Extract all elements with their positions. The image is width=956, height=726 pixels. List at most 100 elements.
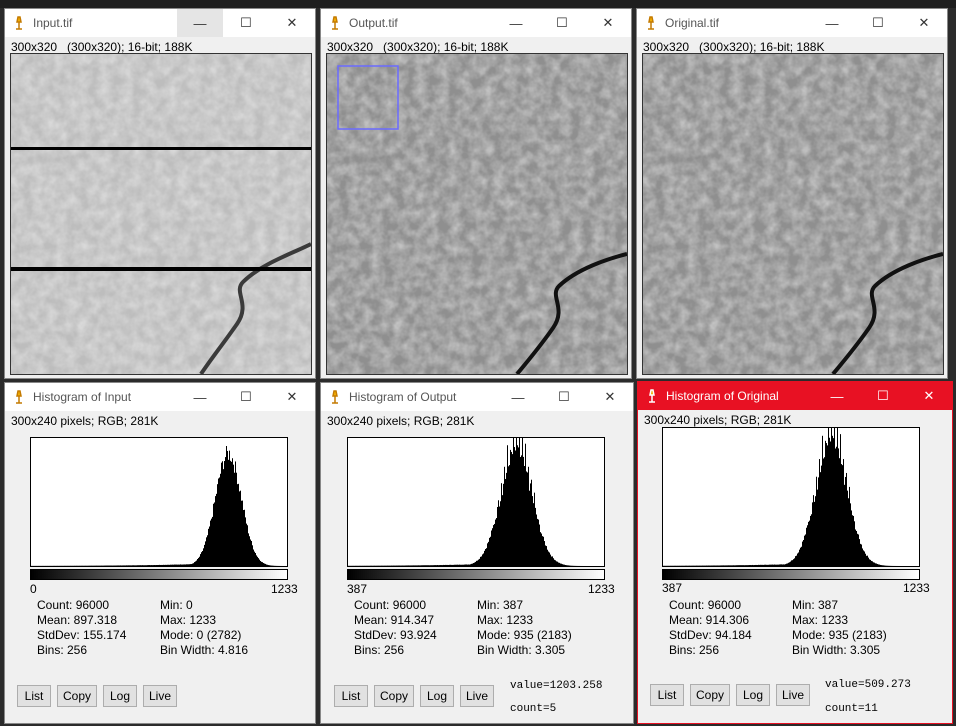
list-button[interactable]: List bbox=[650, 684, 684, 706]
list-button[interactable]: List bbox=[334, 685, 368, 707]
title-bar[interactable]: Histogram of Output — ☐ ✕ bbox=[321, 383, 633, 411]
input-image-window[interactable]: Input.tif — ☐ ✕ 300x320 (300x320); 16-bi… bbox=[4, 8, 316, 379]
histogram-bar bbox=[859, 539, 860, 566]
histogram-bar bbox=[513, 438, 514, 566]
minimize-button[interactable]: — bbox=[509, 15, 523, 31]
original-image-canvas[interactable] bbox=[642, 53, 944, 375]
histogram-bar bbox=[825, 440, 826, 566]
histogram-bar bbox=[842, 465, 843, 566]
histogram-bar bbox=[266, 564, 267, 566]
minimize-button[interactable]: — bbox=[193, 389, 207, 405]
histogram-original-window[interactable]: Histogram of Original — ☐ ✕ 300x240 pixe… bbox=[637, 381, 953, 724]
window-title: Original.tif bbox=[665, 16, 720, 30]
histogram-bar bbox=[724, 565, 725, 566]
lut-gradient-bar bbox=[662, 569, 920, 580]
histogram-bar bbox=[518, 447, 519, 566]
histogram-bar bbox=[173, 564, 174, 566]
title-bar[interactable]: Original.tif — ☐ ✕ bbox=[637, 9, 947, 37]
histogram-bar bbox=[792, 560, 793, 566]
histogram-bar bbox=[545, 545, 546, 566]
stddev-stat: StdDev: 94.184 bbox=[669, 628, 752, 642]
maximize-button[interactable]: ☐ bbox=[877, 388, 889, 403]
maximize-button[interactable]: ☐ bbox=[556, 15, 568, 30]
log-button[interactable]: Log bbox=[103, 685, 137, 707]
minimize-button[interactable]: — bbox=[177, 9, 223, 37]
close-button[interactable]: ✕ bbox=[918, 15, 930, 30]
histogram-input-window[interactable]: Histogram of Input — ☐ ✕ 300x240 pixels;… bbox=[4, 382, 316, 724]
histogram-bar bbox=[756, 564, 757, 566]
histogram-bar bbox=[527, 472, 528, 566]
log-button[interactable]: Log bbox=[420, 685, 454, 707]
title-bar[interactable]: Histogram of Input — ☐ ✕ bbox=[5, 383, 315, 411]
histogram-bar bbox=[759, 564, 760, 566]
output-image-canvas[interactable] bbox=[326, 53, 628, 375]
histogram-bar bbox=[187, 564, 188, 566]
histogram-bar bbox=[823, 458, 824, 566]
histogram-bar bbox=[714, 565, 715, 566]
maximize-button[interactable]: ☐ bbox=[558, 389, 570, 404]
histogram-bar bbox=[790, 561, 791, 566]
histogram-bar bbox=[198, 557, 199, 566]
histogram-bar bbox=[415, 565, 416, 566]
histogram-bar bbox=[805, 534, 806, 566]
histogram-bar bbox=[839, 458, 840, 566]
minimize-button[interactable]: — bbox=[511, 389, 525, 405]
histogram-bar bbox=[243, 510, 244, 566]
list-button[interactable]: List bbox=[17, 685, 51, 707]
histogram-bar bbox=[193, 563, 194, 566]
histogram-bar bbox=[850, 503, 851, 566]
histogram-bar bbox=[547, 549, 548, 566]
histogram-bar bbox=[451, 564, 452, 566]
close-button[interactable]: ✕ bbox=[923, 388, 935, 403]
title-bar[interactable]: Output.tif — ☐ ✕ bbox=[321, 9, 631, 37]
live-button[interactable]: Live bbox=[460, 685, 494, 707]
histogram-bar bbox=[230, 460, 231, 566]
histogram-output-window[interactable]: Histogram of Output — ☐ ✕ 300x240 pixels… bbox=[320, 382, 634, 724]
stats-left: Count: 96000 Mean: 897.318 StdDev: 155.1… bbox=[37, 598, 126, 658]
histogram-bar bbox=[758, 564, 759, 566]
live-button[interactable]: Live bbox=[776, 684, 810, 706]
title-bar[interactable]: Histogram of Original — ☐ ✕ bbox=[638, 382, 952, 410]
histogram-bar bbox=[754, 565, 755, 566]
log-button[interactable]: Log bbox=[736, 684, 770, 706]
stats-right: Min: 387 Max: 1233 Mode: 935 (2183) Bin … bbox=[792, 598, 887, 658]
maximize-button[interactable]: ☐ bbox=[872, 15, 884, 30]
histogram-bar bbox=[205, 541, 206, 566]
histogram-bar bbox=[494, 523, 495, 566]
minimize-button[interactable]: — bbox=[830, 388, 844, 404]
histogram-bar bbox=[828, 428, 829, 566]
histogram-bar bbox=[543, 536, 544, 566]
histogram-bar bbox=[479, 558, 480, 566]
histogram-bar bbox=[180, 564, 181, 566]
close-button[interactable]: ✕ bbox=[286, 15, 298, 30]
maximize-button[interactable]: ☐ bbox=[240, 15, 252, 30]
copy-button[interactable]: Copy bbox=[57, 685, 97, 707]
histogram-bar bbox=[225, 457, 226, 566]
max-stat: Max: 1233 bbox=[160, 613, 217, 627]
histogram-bar bbox=[846, 472, 847, 566]
close-button[interactable]: ✕ bbox=[602, 15, 614, 30]
title-bar[interactable]: Input.tif — ☐ ✕ bbox=[5, 9, 315, 37]
histogram-bar bbox=[863, 550, 864, 566]
histogram-bar bbox=[419, 565, 420, 566]
copy-button[interactable]: Copy bbox=[690, 684, 730, 706]
histogram-bar bbox=[445, 564, 446, 566]
input-image-canvas[interactable] bbox=[10, 53, 312, 375]
output-image-window[interactable]: Output.tif — ☐ ✕ 300x320 (300x320); 16-b… bbox=[320, 8, 632, 379]
maximize-button[interactable]: ☐ bbox=[240, 389, 252, 404]
roi-rectangle[interactable] bbox=[337, 65, 399, 130]
live-button[interactable]: Live bbox=[143, 685, 177, 707]
imagej-icon bbox=[646, 389, 658, 403]
copy-button[interactable]: Copy bbox=[374, 685, 414, 707]
minimize-button[interactable]: — bbox=[825, 15, 839, 31]
close-button[interactable]: ✕ bbox=[286, 389, 298, 404]
histogram-bar bbox=[737, 565, 738, 566]
histogram-bar bbox=[537, 518, 538, 566]
close-button[interactable]: ✕ bbox=[604, 389, 616, 404]
histogram-bars bbox=[31, 446, 287, 566]
histogram-bar bbox=[474, 562, 475, 566]
histogram-bar bbox=[154, 565, 155, 566]
histogram-bar bbox=[554, 559, 555, 566]
histogram-bar bbox=[748, 565, 749, 566]
original-image-window[interactable]: Original.tif — ☐ ✕ 300x320 (300x320); 16… bbox=[636, 8, 948, 379]
